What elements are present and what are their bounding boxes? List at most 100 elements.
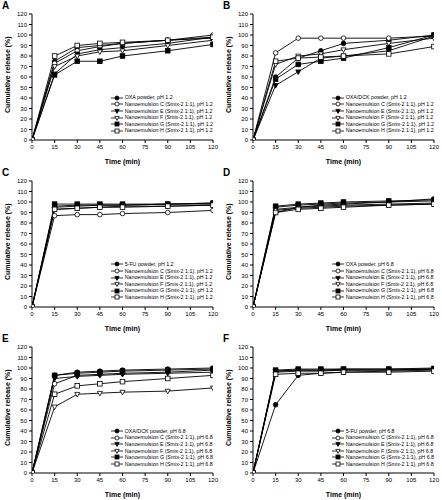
svg-text:15: 15 xyxy=(272,311,279,317)
svg-text:0: 0 xyxy=(24,137,28,143)
svg-text:10: 10 xyxy=(241,293,248,299)
svg-text:50: 50 xyxy=(20,85,27,91)
svg-text:120: 120 xyxy=(429,311,434,317)
svg-text:50: 50 xyxy=(20,251,27,257)
svg-text:10: 10 xyxy=(241,127,248,133)
svg-text:100: 100 xyxy=(238,32,249,38)
svg-text:80: 80 xyxy=(20,53,27,59)
svg-text:20: 20 xyxy=(20,116,27,122)
svg-text:45: 45 xyxy=(318,478,325,484)
svg-text:100: 100 xyxy=(17,32,28,38)
svg-text:Cumulative release (%): Cumulative release (%) xyxy=(8,370,12,447)
svg-text:30: 30 xyxy=(295,311,302,317)
svg-text:60: 60 xyxy=(340,144,347,150)
svg-text:60: 60 xyxy=(20,407,27,413)
svg-text:Cumulative release (%): Cumulative release (%) xyxy=(225,36,233,113)
svg-text:0: 0 xyxy=(24,304,28,310)
svg-text:Time (min): Time (min) xyxy=(105,325,140,333)
svg-text:60: 60 xyxy=(119,144,126,150)
svg-text:50: 50 xyxy=(241,251,248,257)
svg-text:100: 100 xyxy=(17,365,28,371)
svg-text:105: 105 xyxy=(185,144,196,150)
svg-text:15: 15 xyxy=(272,144,279,150)
svg-text:110: 110 xyxy=(17,355,27,361)
svg-text:75: 75 xyxy=(142,311,149,317)
svg-text:90: 90 xyxy=(164,144,171,150)
svg-text:90: 90 xyxy=(385,144,392,150)
svg-text:75: 75 xyxy=(142,478,149,484)
svg-text:70: 70 xyxy=(241,230,248,236)
svg-text:50: 50 xyxy=(241,85,248,91)
svg-text:70: 70 xyxy=(241,397,248,403)
svg-text:30: 30 xyxy=(295,478,302,484)
svg-text:30: 30 xyxy=(74,478,81,484)
svg-text:45: 45 xyxy=(318,311,325,317)
svg-text:80: 80 xyxy=(241,53,248,59)
svg-text:20: 20 xyxy=(241,449,248,455)
svg-text:45: 45 xyxy=(97,144,104,150)
svg-text:Time (min): Time (min) xyxy=(326,325,361,333)
svg-text:Time (min): Time (min) xyxy=(105,158,140,166)
svg-text:10: 10 xyxy=(20,293,27,299)
svg-text:60: 60 xyxy=(241,74,248,80)
svg-text:20: 20 xyxy=(20,449,27,455)
svg-text:0: 0 xyxy=(251,478,255,484)
svg-text:120: 120 xyxy=(17,11,28,17)
svg-text:120: 120 xyxy=(208,311,219,317)
svg-text:120: 120 xyxy=(238,11,249,17)
svg-text:110: 110 xyxy=(17,188,27,194)
svg-text:70: 70 xyxy=(20,397,27,403)
svg-text:20: 20 xyxy=(241,116,248,122)
svg-text:20: 20 xyxy=(20,283,27,289)
svg-text:110: 110 xyxy=(238,22,248,28)
svg-text:0: 0 xyxy=(24,470,28,476)
svg-text:20: 20 xyxy=(241,283,248,289)
svg-text:50: 50 xyxy=(20,418,27,424)
svg-text:75: 75 xyxy=(363,478,370,484)
svg-text:30: 30 xyxy=(241,272,248,278)
svg-text:60: 60 xyxy=(340,311,347,317)
svg-text:30: 30 xyxy=(74,144,81,150)
svg-text:80: 80 xyxy=(20,386,27,392)
svg-text:75: 75 xyxy=(142,144,149,150)
svg-text:10: 10 xyxy=(241,460,248,466)
svg-text:60: 60 xyxy=(340,478,347,484)
svg-text:60: 60 xyxy=(119,478,126,484)
svg-text:0: 0 xyxy=(251,144,255,150)
svg-text:30: 30 xyxy=(20,106,27,112)
svg-text:120: 120 xyxy=(238,344,249,350)
svg-text:90: 90 xyxy=(385,311,392,317)
svg-text:120: 120 xyxy=(17,178,28,184)
svg-text:Cumulative release (%): Cumulative release (%) xyxy=(8,203,12,280)
svg-text:100: 100 xyxy=(17,199,28,205)
svg-text:90: 90 xyxy=(20,209,27,215)
svg-text:105: 105 xyxy=(185,478,196,484)
svg-text:0: 0 xyxy=(251,311,255,317)
svg-text:90: 90 xyxy=(164,478,171,484)
svg-text:30: 30 xyxy=(295,144,302,150)
svg-text:10: 10 xyxy=(20,127,27,133)
svg-text:120: 120 xyxy=(429,478,434,484)
svg-text:80: 80 xyxy=(20,220,27,226)
svg-text:70: 70 xyxy=(20,64,27,70)
svg-text:70: 70 xyxy=(20,230,27,236)
svg-text:30: 30 xyxy=(20,272,27,278)
svg-text:0: 0 xyxy=(245,470,249,476)
svg-text:30: 30 xyxy=(20,439,27,445)
svg-text:Cumulative release (%): Cumulative release (%) xyxy=(225,370,233,447)
svg-text:105: 105 xyxy=(406,478,417,484)
svg-text:15: 15 xyxy=(272,478,279,484)
svg-text:40: 40 xyxy=(241,262,248,268)
svg-text:90: 90 xyxy=(385,478,392,484)
svg-text:110: 110 xyxy=(17,22,27,28)
svg-text:0: 0 xyxy=(30,311,34,317)
svg-text:30: 30 xyxy=(241,439,248,445)
svg-text:105: 105 xyxy=(406,144,417,150)
svg-text:100: 100 xyxy=(238,365,249,371)
svg-text:0: 0 xyxy=(30,478,34,484)
svg-text:105: 105 xyxy=(185,311,196,317)
svg-text:50: 50 xyxy=(241,418,248,424)
svg-text:105: 105 xyxy=(406,311,417,317)
svg-text:75: 75 xyxy=(363,311,370,317)
svg-text:15: 15 xyxy=(51,311,58,317)
